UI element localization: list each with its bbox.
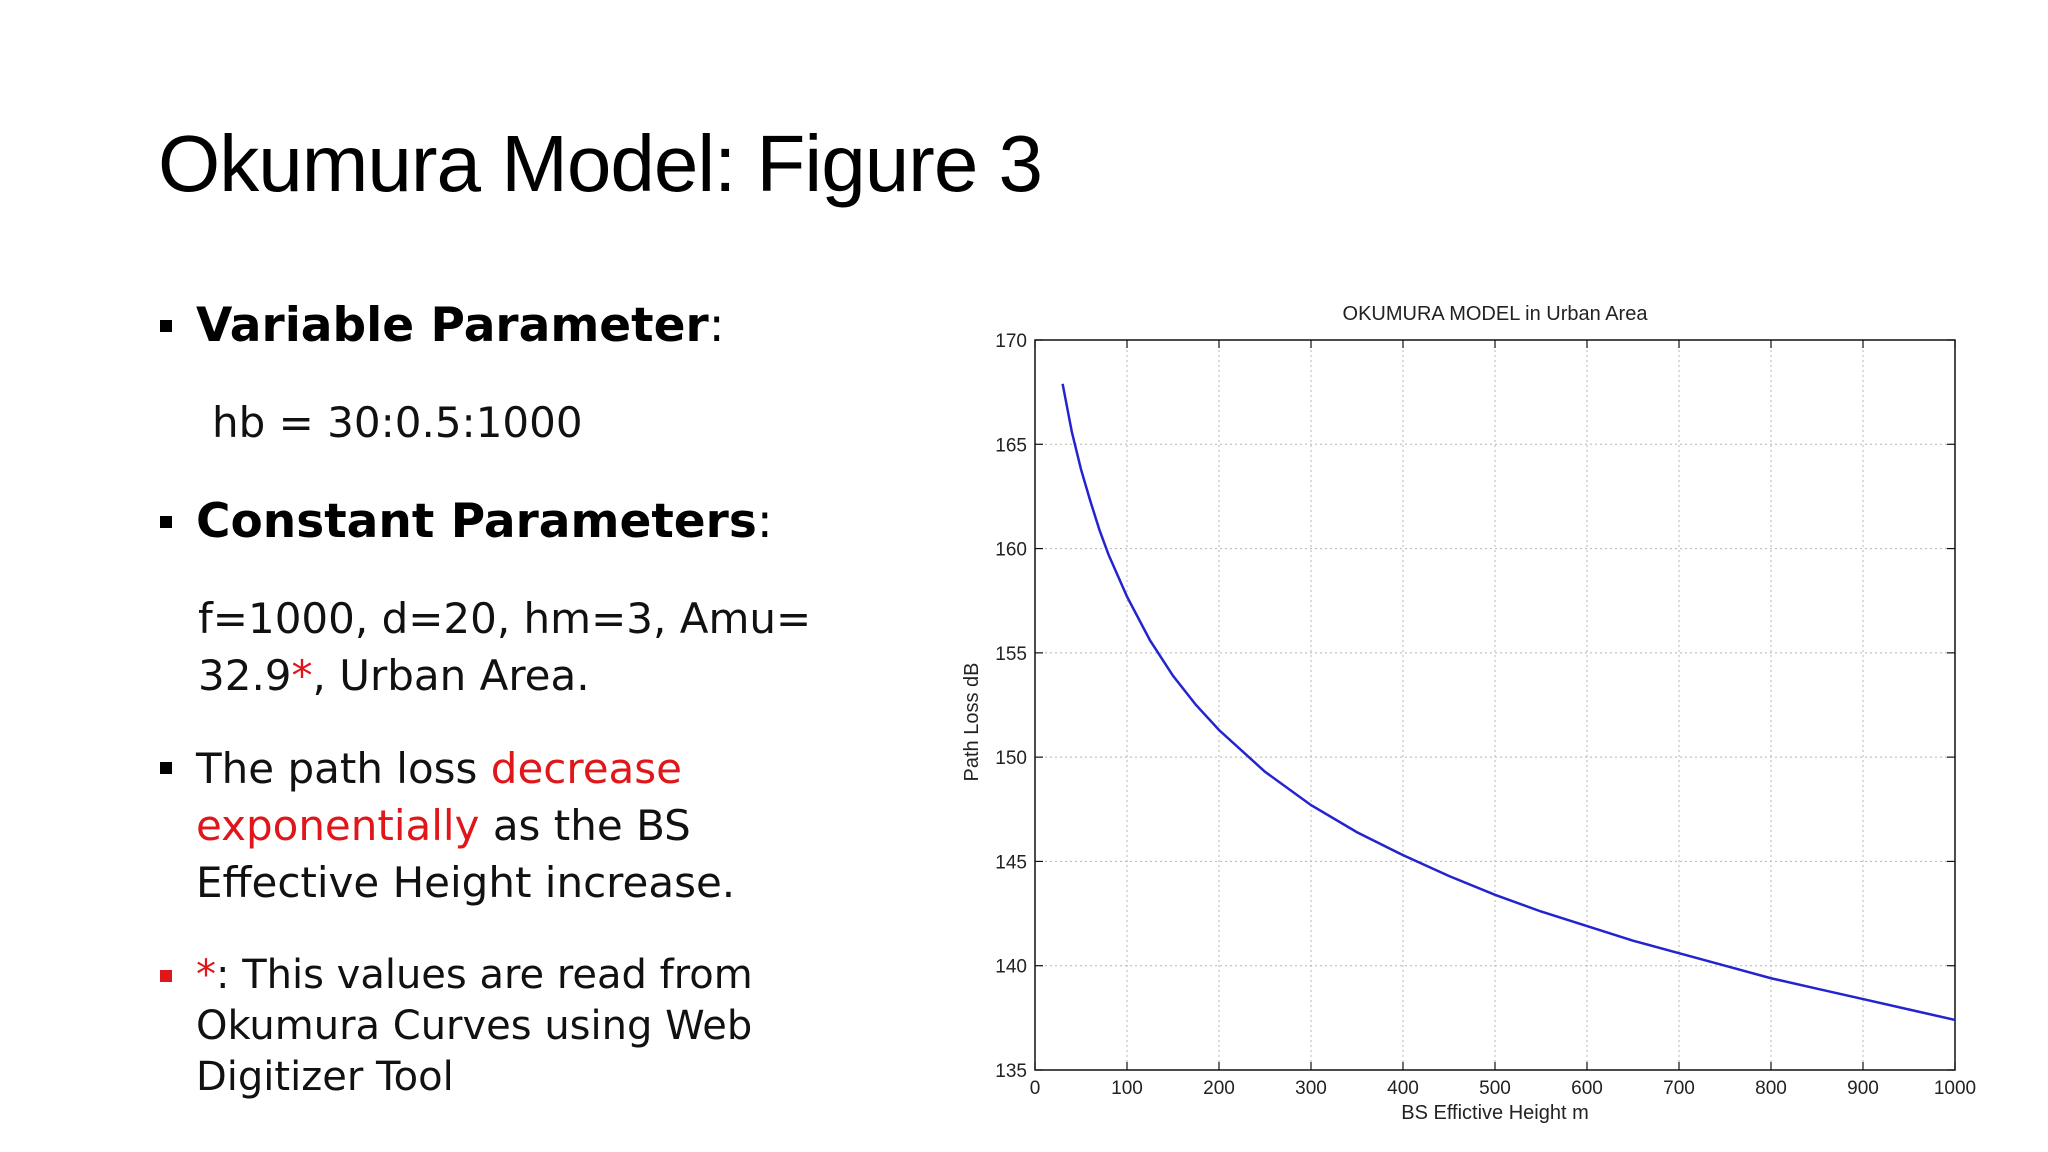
constant-line-2: 32.9*, Urban Area.: [198, 647, 811, 704]
constant-heading-text: Constant Parameters: [196, 494, 757, 549]
variable-value: hb = 30:0.5:1000: [212, 398, 583, 447]
grid-lines: [1035, 340, 1955, 1070]
x-tick-label: 100: [1111, 1078, 1143, 1099]
path-loss-chart: OKUMURA MODEL in Urban Area 0 100 200 300 40…: [940, 290, 2000, 1130]
x-tick-label: 300: [1295, 1078, 1327, 1099]
bullet-footnote: *: This values are read from Okumura Cur…: [160, 950, 753, 1103]
footnote-star: *: [291, 651, 313, 700]
bullet-variable-parameter: Variable Parameter:: [160, 298, 725, 353]
observation-highlight-decrease: decrease: [490, 744, 683, 793]
observation-pre: The path loss: [196, 744, 491, 793]
y-tick-label: 140: [995, 957, 1027, 978]
y-tick-label: 155: [995, 644, 1027, 665]
axis-ticks: 0 100 200 300 400 500 600 700 800 900 1000 135 140 14…: [995, 331, 1976, 1099]
footnote-line-3: Digitizer Tool: [196, 1054, 454, 1100]
area-type: , Urban Area.: [312, 651, 590, 700]
variable-heading-text: Variable Parameter: [196, 298, 709, 353]
chart-svg: OKUMURA MODEL in Urban Area 0 100 200 300 40…: [961, 303, 1976, 1124]
variable-heading-colon: :: [708, 298, 725, 353]
x-tick-label: 900: [1847, 1078, 1879, 1099]
y-tick-label: 150: [995, 748, 1027, 769]
footnote-marker: *: [196, 952, 216, 998]
observation-line-3: Effective Height increase.: [196, 858, 736, 907]
square-bullet-icon: [160, 320, 172, 332]
slide-title: Okumura Model: Figure 3: [158, 119, 1043, 208]
x-axis-label: BS Effictive Height m: [1401, 1102, 1588, 1124]
square-bullet-icon: [160, 516, 172, 528]
footnote-line-1-text: : This values are read from: [216, 952, 753, 998]
path-loss-curve: [1061, 383, 1956, 1022]
constant-values: f=1000, d=20, hm=3, Amu= 32.9*, Urban Ar…: [198, 590, 811, 704]
x-tick-label: 0: [1030, 1078, 1041, 1099]
variable-heading: Variable Parameter:: [196, 298, 725, 353]
constant-heading: Constant Parameters:: [196, 494, 773, 549]
constant-line-1: f=1000, d=20, hm=3, Amu=: [198, 594, 812, 643]
observation-highlight-exponentially: exponentially: [196, 801, 480, 850]
footnote-text: *: This values are read from Okumura Cur…: [196, 950, 753, 1103]
amu-value: 32.9: [198, 651, 292, 700]
x-tick-label: 200: [1203, 1078, 1235, 1099]
x-tick-label: 1000: [1934, 1078, 1976, 1099]
y-tick-label: 170: [995, 331, 1027, 352]
observation-text: The path loss decrease exponentially as …: [196, 740, 735, 911]
observation-line-2: exponentially as the BS: [196, 797, 735, 854]
chart-title: OKUMURA MODEL in Urban Area: [1343, 303, 1649, 325]
constant-heading-colon: :: [756, 494, 773, 549]
x-tick-label: 700: [1663, 1078, 1695, 1099]
square-bullet-icon: [160, 762, 172, 774]
x-tick-label: 500: [1479, 1078, 1511, 1099]
bullet-observation: The path loss decrease exponentially as …: [160, 740, 735, 911]
y-tick-label: 145: [995, 852, 1027, 873]
bullet-constant-parameters: Constant Parameters:: [160, 494, 773, 549]
y-axis-label: Path Loss dB: [961, 663, 983, 782]
footnote-line-1: *: This values are read from: [196, 950, 753, 1001]
y-tick-label: 135: [995, 1061, 1027, 1082]
y-tick-label: 165: [995, 435, 1027, 456]
footnote-line-2: Okumura Curves using Web: [196, 1003, 753, 1049]
observation-mid: as the BS: [479, 801, 691, 850]
observation-line-1: The path loss decrease: [196, 740, 735, 797]
x-tick-label: 800: [1755, 1078, 1787, 1099]
x-tick-label: 400: [1387, 1078, 1419, 1099]
x-tick-label: 600: [1571, 1078, 1603, 1099]
y-tick-label: 160: [995, 540, 1027, 561]
red-square-bullet-icon: [160, 970, 172, 982]
